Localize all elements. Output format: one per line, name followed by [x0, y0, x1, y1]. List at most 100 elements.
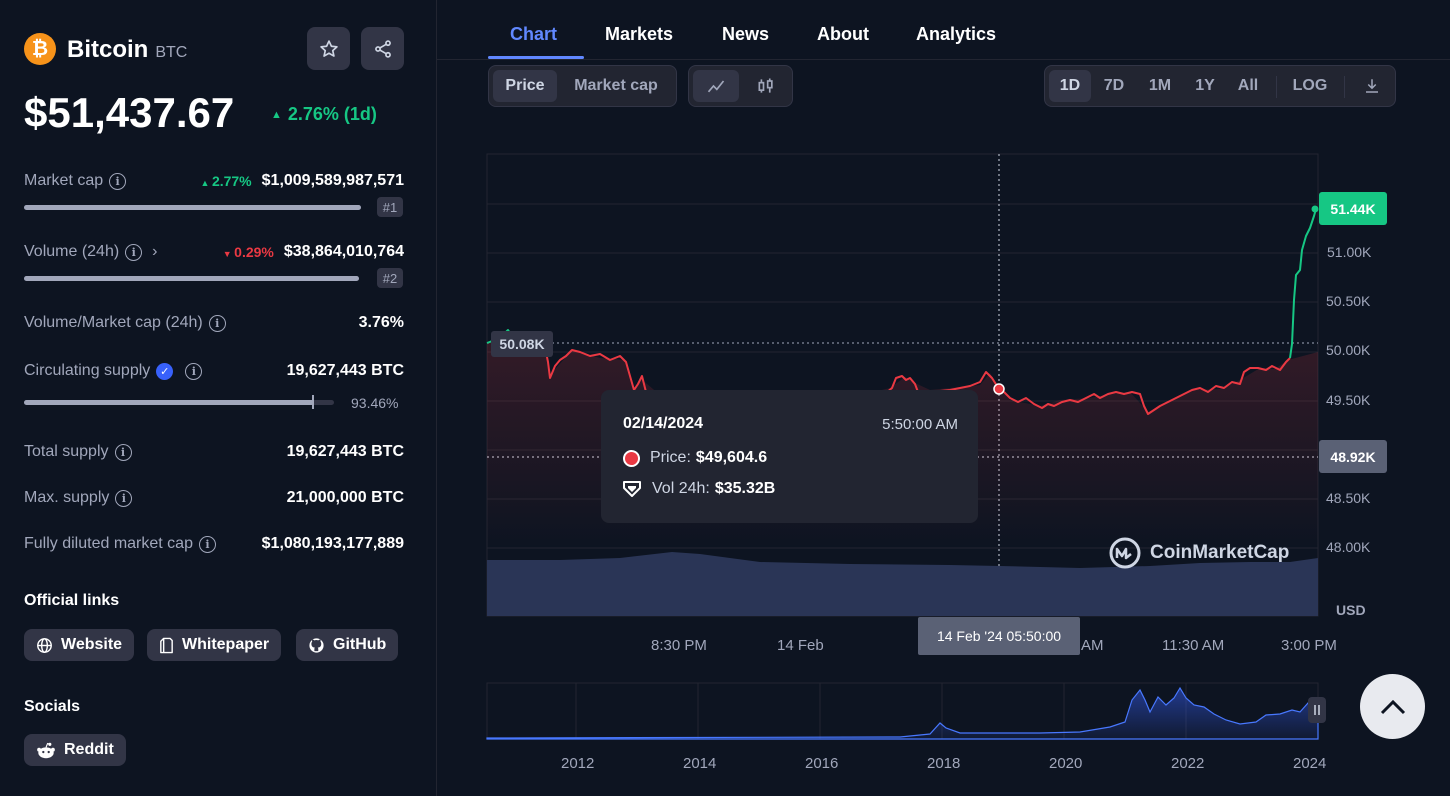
total-supply-label: Total supply [24, 443, 109, 460]
price-toggle[interactable]: Price [493, 70, 557, 102]
tab-chart[interactable]: Chart [510, 24, 558, 44]
max-supply-row: Max. supply i 21,000,000 BTC [24, 489, 404, 507]
download-button[interactable] [1351, 70, 1393, 102]
info-icon[interactable]: i [115, 489, 133, 507]
navigator-year: 2024 [1293, 755, 1327, 772]
market-cap-label: Market cap [24, 172, 104, 189]
chevron-right-icon[interactable]: › [152, 243, 158, 260]
volume-change: 0.29% [234, 244, 274, 260]
volume-value: $38,864,010,764 [283, 243, 404, 260]
range-1m[interactable]: 1M [1148, 77, 1172, 94]
current-price-tag: 51.44K [1319, 192, 1387, 225]
fdmc-value: $1,080,193,177,889 [261, 535, 404, 552]
share-button[interactable] [361, 27, 404, 70]
tab-news[interactable]: News [722, 24, 770, 44]
volume-icon [623, 481, 641, 497]
range-1d[interactable]: 1D [1049, 70, 1091, 102]
candlestick-button[interactable] [743, 70, 789, 102]
website-link[interactable]: Website [24, 629, 135, 661]
price-dot-icon [623, 449, 640, 467]
y-tick: 51.00K [1327, 244, 1372, 260]
price-line-down [529, 341, 1291, 415]
caret-up-icon: ▲ [200, 178, 212, 188]
circ-supply-percent: 93.46% [351, 395, 399, 411]
coinmarketcap-watermark: CoinMarketCap [1108, 536, 1289, 570]
watermark-text: CoinMarketCap [1150, 542, 1290, 563]
info-icon[interactable]: i [198, 535, 216, 553]
coin-sidebar: ₿ Bitcoin BTC $51,437.67 ▲ 2.76% (1d) Ma… [0, 0, 437, 796]
range-7d[interactable]: 7D [1103, 77, 1125, 94]
tooltip-date: 02/14/2024 [623, 415, 704, 432]
share-icon [374, 39, 391, 58]
globe-icon [37, 637, 52, 653]
tab-active-indicator [488, 56, 584, 59]
y-tick: 49.50K [1326, 392, 1371, 408]
navigator-year: 2012 [561, 755, 595, 772]
market-cap-rank: #1 [377, 197, 403, 217]
market-cap-toggle[interactable]: Market cap [574, 77, 658, 94]
price-line-up [1289, 208, 1317, 359]
coinmarketcap-logo-icon [1109, 537, 1141, 569]
tab-markets[interactable]: Markets [605, 24, 674, 44]
circ-supply-value: 19,627,443 BTC [286, 362, 404, 379]
whitepaper-link[interactable]: Whitepaper [147, 629, 282, 661]
reddit-icon [37, 742, 55, 758]
chart-type-toggle [688, 65, 793, 107]
vol-mcap-row: Volume/Market cap (24h) i 3.76% [24, 314, 404, 332]
x-tick: AM [1081, 637, 1104, 654]
open-price-tag: 50.08K [491, 331, 553, 357]
y-tick: 48.00K [1326, 539, 1371, 555]
fdmc-row: Fully diluted market cap i $1,080,193,177… [24, 535, 404, 553]
caret-down-icon: ▼ [222, 249, 235, 259]
github-label: GitHub [333, 636, 387, 653]
chevron-up-icon [1380, 699, 1405, 714]
total-supply-row: Total supply i 19,627,443 BTC [24, 443, 404, 461]
navigator-year: 2022 [1171, 755, 1205, 772]
cursor-point [993, 383, 1005, 395]
range-1y[interactable]: 1Y [1195, 77, 1215, 94]
line-chart-icon [707, 80, 725, 93]
metric-toggle: Price Market cap [488, 65, 677, 107]
info-icon[interactable]: i [125, 243, 143, 261]
info-icon[interactable]: i [208, 314, 226, 332]
range-all[interactable]: All [1237, 77, 1259, 94]
circ-supply-label: Circulating supply [24, 362, 151, 379]
info-icon[interactable]: i [109, 172, 127, 190]
x-tick: 8:30 PM [651, 637, 707, 654]
x-tick: 3:00 PM [1281, 637, 1337, 654]
log-scale-button[interactable]: LOG [1292, 77, 1328, 94]
range-toggle: 1D 7D 1M 1Y All LOG [1044, 65, 1396, 107]
tab-analytics[interactable]: Analytics [916, 24, 997, 44]
current-price-dot [1311, 205, 1319, 213]
navigator-year: 2018 [927, 755, 961, 772]
reddit-link[interactable]: Reddit [24, 734, 126, 766]
info-icon[interactable]: i [114, 443, 132, 461]
chart-tooltip: 02/14/2024 5:50:00 AM Price: $49,604.6 V… [601, 390, 978, 523]
tab-about[interactable]: About [817, 24, 869, 44]
cursor-time-tag: 14 Feb '24 05:50:00 [918, 617, 1080, 655]
caret-up-icon: ▲ [271, 108, 282, 121]
price-change: 2.76% (1d) [287, 104, 377, 124]
line-chart-button[interactable] [693, 70, 739, 102]
volume-bars [487, 552, 1318, 616]
navigator-year: 2020 [1049, 755, 1083, 772]
scroll-to-top-button[interactable] [1360, 674, 1425, 739]
verified-icon: ✓ [156, 362, 174, 380]
coin-name: Bitcoin [67, 36, 149, 63]
volume-label: Volume (24h) [24, 243, 120, 260]
circ-supply-bar [24, 400, 334, 405]
range-divider [1276, 76, 1277, 98]
coin-logo: ₿ [24, 33, 56, 65]
github-icon [309, 637, 324, 653]
navigator-year: 2014 [683, 755, 717, 772]
github-link[interactable]: GitHub [296, 629, 399, 661]
vol-mcap-label: Volume/Market cap (24h) [24, 314, 203, 331]
navigator-area [486, 686, 1319, 740]
tooltip-time: 5:50:00 AM [882, 416, 958, 433]
coin-symbol: BTC [155, 44, 188, 61]
favorite-button[interactable] [307, 27, 350, 70]
cursor-price-tag: 48.92K [1319, 440, 1387, 473]
reddit-label: Reddit [64, 741, 114, 758]
vol-mcap-value: 3.76% [358, 314, 404, 331]
info-icon[interactable]: i [185, 362, 203, 380]
